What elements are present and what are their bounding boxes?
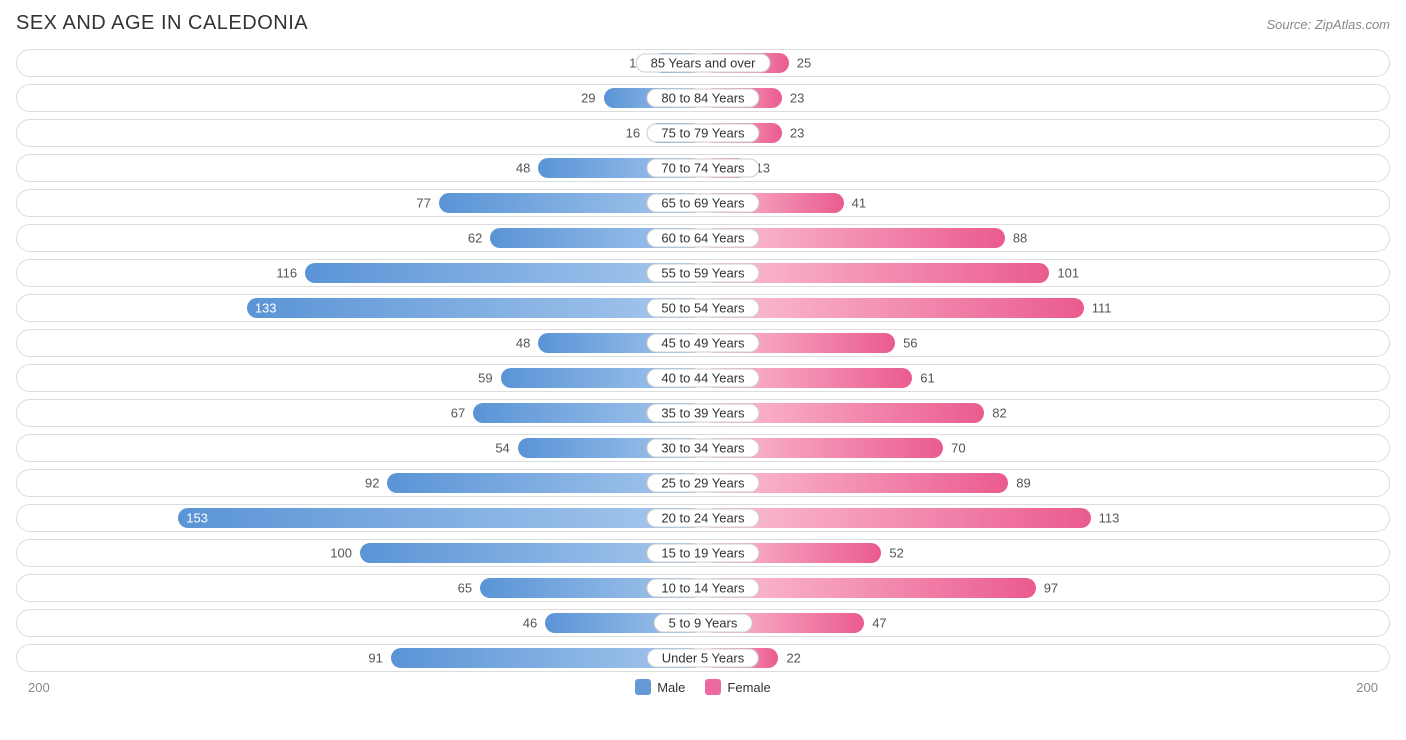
value-label-female: 89 <box>1008 476 1030 491</box>
pyramid-row: 48 56 45 to 49 Years <box>16 329 1390 357</box>
bar-female: 111 <box>703 298 1084 318</box>
value-label-female: 56 <box>895 336 917 351</box>
value-label-male: 59 <box>478 371 500 386</box>
legend-swatch-male <box>635 679 651 695</box>
value-label-female: 25 <box>789 56 811 71</box>
value-label-female: 70 <box>943 441 965 456</box>
age-group-label: 30 to 34 Years <box>646 439 759 458</box>
value-label-male: 54 <box>495 441 517 456</box>
value-label-female: 41 <box>844 196 866 211</box>
value-label-male: 65 <box>458 581 480 596</box>
value-label-female: 47 <box>864 616 886 631</box>
pyramid-row: 46 47 5 to 9 Years <box>16 609 1390 637</box>
bar-male: 133 <box>247 298 703 318</box>
value-label-male: 153 <box>186 511 208 526</box>
age-group-label: 50 to 54 Years <box>646 299 759 318</box>
value-label-female: 111 <box>1084 301 1112 316</box>
value-label-male: 16 <box>626 126 648 141</box>
value-label-male: 62 <box>468 231 490 246</box>
value-label-male: 116 <box>276 266 305 281</box>
age-group-label: 40 to 44 Years <box>646 369 759 388</box>
pyramid-row: 116 101 55 to 59 Years <box>16 259 1390 287</box>
age-group-label: 60 to 64 Years <box>646 229 759 248</box>
pyramid-row: 91 22 Under 5 Years <box>16 644 1390 672</box>
pyramid-row: 92 89 25 to 29 Years <box>16 469 1390 497</box>
bar-female: 113 <box>703 508 1091 528</box>
age-group-label: 75 to 79 Years <box>646 124 759 143</box>
value-label-male: 91 <box>368 651 390 666</box>
chart-footer: 200 Male Female 200 <box>16 679 1390 695</box>
value-label-female: 61 <box>912 371 934 386</box>
value-label-female: 113 <box>1091 511 1120 526</box>
population-pyramid: 152585 Years and over292380 to 84 Years1… <box>16 49 1390 672</box>
value-label-female: 101 <box>1049 266 1079 281</box>
pyramid-row: 29 23 80 to 84 Years <box>16 84 1390 112</box>
value-label-female: 22 <box>778 651 800 666</box>
pyramid-row: 54 70 30 to 34 Years <box>16 434 1390 462</box>
age-group-label: 25 to 29 Years <box>646 474 759 493</box>
value-label-male: 48 <box>516 336 538 351</box>
chart-header: SEX AND AGE IN CALEDONIA Source: ZipAtla… <box>16 12 1390 35</box>
pyramid-row: 100 52 15 to 19 Years <box>16 539 1390 567</box>
age-group-label: 65 to 69 Years <box>646 194 759 213</box>
age-group-label: 80 to 84 Years <box>646 89 759 108</box>
value-label-male: 67 <box>451 406 473 421</box>
chart-title: SEX AND AGE IN CALEDONIA <box>16 12 308 35</box>
axis-max-right: 200 <box>1356 680 1378 695</box>
value-label-female: 23 <box>782 91 804 106</box>
bar-male: 116 <box>305 263 703 283</box>
bar-male: 153 <box>178 508 703 528</box>
legend-swatch-female <box>705 679 721 695</box>
value-label-male: 100 <box>330 546 360 561</box>
age-group-label: 10 to 14 Years <box>646 579 759 598</box>
age-group-label: 5 to 9 Years <box>654 614 753 633</box>
legend-item-male: Male <box>635 679 685 695</box>
value-label-male: 133 <box>255 301 277 316</box>
legend-label-male: Male <box>657 680 685 695</box>
legend-item-female: Female <box>705 679 770 695</box>
age-group-label: Under 5 Years <box>647 649 759 668</box>
value-label-male: 46 <box>523 616 545 631</box>
value-label-female: 82 <box>984 406 1006 421</box>
pyramid-row: 13311150 to 54 Years <box>16 294 1390 322</box>
pyramid-row: 59 61 40 to 44 Years <box>16 364 1390 392</box>
pyramid-row: 77 41 65 to 69 Years <box>16 189 1390 217</box>
pyramid-row: 15311320 to 24 Years <box>16 504 1390 532</box>
age-group-label: 35 to 39 Years <box>646 404 759 423</box>
value-label-female: 88 <box>1005 231 1027 246</box>
age-group-label: 15 to 19 Years <box>646 544 759 563</box>
value-label-male: 48 <box>516 161 538 176</box>
pyramid-row: 62 88 60 to 64 Years <box>16 224 1390 252</box>
age-group-label: 70 to 74 Years <box>646 159 759 178</box>
value-label-male: 29 <box>581 91 603 106</box>
value-label-male: 92 <box>365 476 387 491</box>
pyramid-row: 16 23 75 to 79 Years <box>16 119 1390 147</box>
pyramid-row: 67 82 35 to 39 Years <box>16 399 1390 427</box>
pyramid-row: 65 97 10 to 14 Years <box>16 574 1390 602</box>
age-group-label: 45 to 49 Years <box>646 334 759 353</box>
age-group-label: 20 to 24 Years <box>646 509 759 528</box>
legend-label-female: Female <box>727 680 770 695</box>
age-group-label: 55 to 59 Years <box>646 264 759 283</box>
pyramid-row: 152585 Years and over <box>16 49 1390 77</box>
value-label-female: 52 <box>881 546 903 561</box>
value-label-female: 97 <box>1036 581 1058 596</box>
axis-max-left: 200 <box>28 680 50 695</box>
value-label-female: 23 <box>782 126 804 141</box>
chart-source: Source: ZipAtlas.com <box>1266 17 1390 32</box>
pyramid-row: 481370 to 74 Years <box>16 154 1390 182</box>
legend: Male Female <box>635 679 771 695</box>
value-label-male: 77 <box>416 196 438 211</box>
age-group-label: 85 Years and over <box>636 54 771 73</box>
